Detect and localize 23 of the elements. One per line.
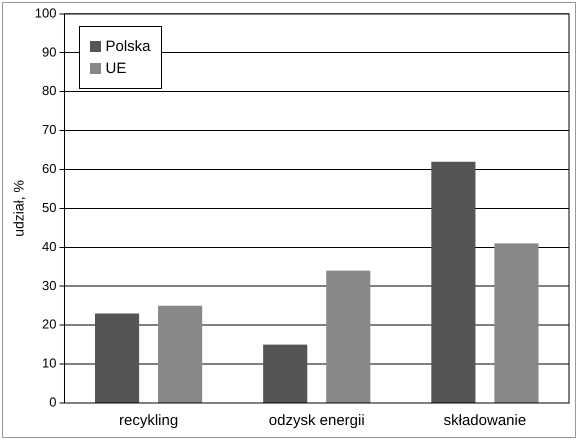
bar bbox=[263, 344, 308, 402]
y-tick-label: 80 bbox=[42, 83, 56, 98]
bar bbox=[494, 243, 539, 402]
bar bbox=[431, 162, 476, 402]
x-tick-label: odzysk energii bbox=[268, 412, 365, 430]
y-tick-label: 30 bbox=[42, 278, 56, 293]
y-tick-label: 0 bbox=[49, 394, 56, 410]
legend-label: Polska bbox=[105, 38, 151, 55]
x-tick-label: recykling bbox=[118, 412, 178, 430]
y-tick-label: 20 bbox=[42, 316, 56, 332]
y-tick-label: 60 bbox=[42, 161, 56, 176]
bar bbox=[326, 270, 370, 402]
x-tick-label: składowanie bbox=[444, 412, 526, 430]
legend-label: UE bbox=[105, 60, 126, 77]
y-tick-label: 70 bbox=[42, 122, 56, 138]
y-tick-label: 50 bbox=[42, 200, 56, 215]
y-tick-label: 100 bbox=[34, 5, 56, 20]
bar bbox=[94, 313, 140, 402]
y-tick-label: 90 bbox=[42, 44, 56, 60]
y-tick-label: 10 bbox=[42, 356, 56, 371]
y-tick-label: 40 bbox=[42, 238, 56, 254]
bar bbox=[158, 306, 202, 402]
y-axis-title: udział, % bbox=[10, 180, 26, 237]
